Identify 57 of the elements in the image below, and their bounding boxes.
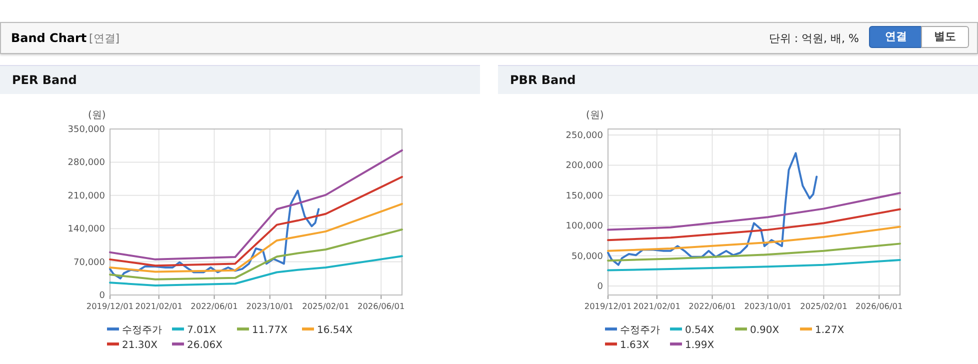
x-tick-label: 2021/02/01 [135, 301, 182, 311]
text: 별도 [921, 26, 969, 48]
line-series [109, 149, 403, 260]
legend-label: 0.90X [750, 325, 780, 336]
x-tick-label: 2025/02/01 [800, 301, 848, 311]
line-series [607, 226, 901, 252]
legend-label: 1.27X [815, 325, 844, 336]
legend-label: 26.06X [187, 340, 223, 351]
x-tick-label: 2023/10/01 [744, 301, 792, 311]
text: 연결 [869, 26, 923, 48]
legend-label: 1.63X [620, 340, 650, 351]
x-tick-label: 2023/10/01 [246, 301, 294, 311]
x-tick-label: 2026/06/01 [856, 301, 903, 311]
y-axis-title: (원) [88, 110, 106, 121]
y-tick-label: 350,000 [68, 125, 106, 135]
line-series [607, 152, 818, 266]
legend-label: 0.54X [685, 325, 714, 336]
y-tick-label: 210,000 [68, 191, 106, 202]
legend-label: 1.99X [685, 340, 714, 351]
y-tick-label: 200,000 [566, 161, 604, 172]
y-tick-label: 150,000 [566, 191, 604, 202]
text: Band Chart [11, 31, 87, 45]
y-tick-label: 280,000 [68, 158, 106, 168]
line-series [109, 255, 403, 287]
legend-label: 16.54X [317, 325, 353, 336]
x-tick-label: 2025/02/01 [302, 301, 350, 311]
legend-label: 11.77X [252, 325, 288, 336]
chart-title: PER Band [12, 73, 77, 87]
x-tick-label: 2026/06/01 [358, 301, 405, 311]
line-series [109, 202, 403, 273]
text: 단위 : 억원, 배, % [768, 31, 859, 46]
y-tick-label: 0 [99, 291, 106, 301]
y-tick-label: 140,000 [68, 224, 106, 235]
line-series [109, 228, 403, 280]
x-tick-label: 2022/06/01 [190, 301, 238, 311]
legend-label: 7.01X [187, 325, 216, 336]
line-series [607, 192, 901, 231]
y-tick-label: 50,000 [572, 252, 604, 262]
line-series [109, 190, 320, 280]
y-tick-label: 100,000 [566, 222, 604, 232]
line-series [607, 258, 901, 272]
y-axis-title: (원) [586, 110, 604, 121]
y-tick-label: 250,000 [566, 131, 604, 142]
legend-label: 수정주가 [122, 325, 162, 336]
y-tick-label: 70,000 [74, 258, 106, 268]
x-tick-label: 2022/06/01 [688, 301, 736, 311]
y-tick-label: 0 [597, 282, 604, 292]
line-series [607, 242, 901, 262]
x-tick-label: 2021/02/01 [633, 301, 680, 311]
legend-label: 수정주가 [620, 325, 660, 336]
text: [연결] [89, 31, 120, 46]
legend-label: 21.30X [122, 340, 158, 351]
x-tick-label: 2019/12/01 [86, 301, 134, 311]
chart-title: PBR Band [510, 73, 576, 87]
line-series [607, 208, 901, 242]
x-tick-label: 2019/12/01 [584, 301, 632, 311]
line-series [109, 176, 403, 267]
